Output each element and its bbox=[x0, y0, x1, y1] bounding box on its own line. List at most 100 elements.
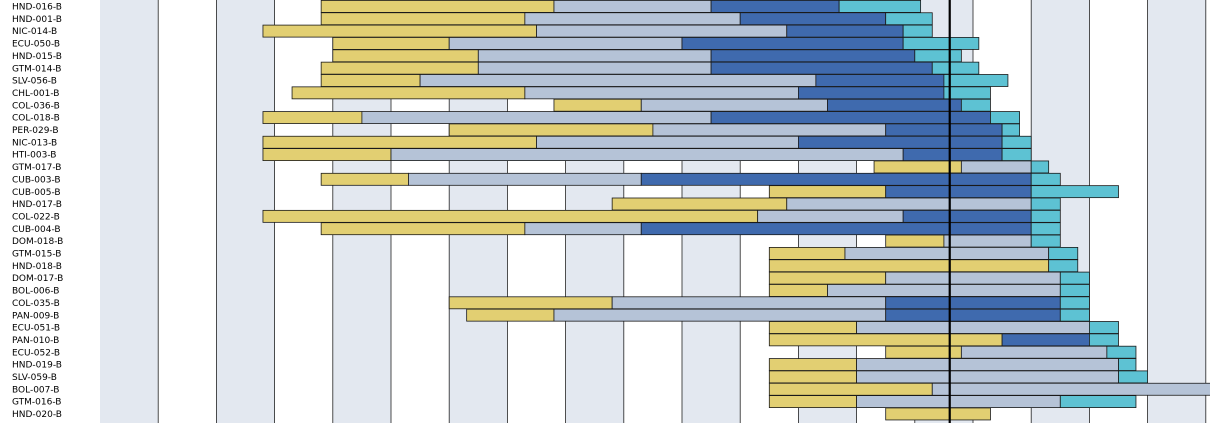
bar-segment-phase-4[interactable] bbox=[1001, 123, 1020, 137]
bar-row[interactable] bbox=[332, 37, 980, 50]
bar-row[interactable] bbox=[320, 12, 933, 26]
bar-segment-phase-4[interactable] bbox=[1030, 185, 1119, 199]
bar-segment-phase-2[interactable] bbox=[361, 111, 712, 124]
bar-segment-phase-4[interactable] bbox=[1030, 197, 1061, 211]
bar-row[interactable] bbox=[768, 284, 1090, 297]
bar-segment-phase-2[interactable] bbox=[553, 0, 712, 13]
bar-segment-phase-1[interactable] bbox=[320, 61, 479, 75]
bar-row[interactable] bbox=[291, 86, 991, 100]
bar-segment-phase-2[interactable] bbox=[960, 345, 1108, 359]
bar-row[interactable] bbox=[873, 160, 1050, 174]
bar-segment-phase-2[interactable] bbox=[640, 98, 828, 112]
bar-segment-phase-4[interactable] bbox=[1001, 135, 1032, 149]
bar-segment-phase-2[interactable] bbox=[885, 271, 1061, 285]
bar-segment-phase-3[interactable] bbox=[885, 185, 1032, 199]
bar-row[interactable] bbox=[553, 98, 991, 112]
bar-segment-phase-1[interactable] bbox=[873, 160, 962, 174]
bar-segment-phase-2[interactable] bbox=[757, 209, 904, 223]
bar-segment-phase-4[interactable] bbox=[1059, 296, 1090, 310]
bar-segment-phase-2[interactable] bbox=[390, 148, 904, 162]
bar-row[interactable] bbox=[320, 222, 1061, 236]
bar-segment-phase-1[interactable] bbox=[448, 296, 613, 310]
bar-segment-phase-2[interactable] bbox=[943, 234, 1032, 248]
bar-segment-phase-1[interactable] bbox=[320, 12, 526, 26]
bar-segment-phase-1[interactable] bbox=[448, 123, 654, 137]
bar-segment-phase-1[interactable] bbox=[291, 86, 526, 100]
bar-row[interactable] bbox=[262, 111, 1020, 124]
bar-segment-phase-1[interactable] bbox=[262, 24, 537, 38]
bar-row[interactable] bbox=[320, 74, 1009, 87]
bar-segment-phase-2[interactable] bbox=[827, 284, 1061, 297]
bar-segment-phase-4[interactable] bbox=[1059, 308, 1090, 322]
bar-segment-phase-3[interactable] bbox=[902, 209, 1032, 223]
bar-segment-phase-2[interactable] bbox=[611, 296, 887, 310]
bar-segment-phase-2[interactable] bbox=[477, 49, 712, 63]
bar-segment-phase-4[interactable] bbox=[1030, 209, 1061, 223]
bar-segment-phase-4[interactable] bbox=[838, 0, 922, 13]
bar-segment-phase-3[interactable] bbox=[885, 123, 1003, 137]
bar-segment-phase-4[interactable] bbox=[943, 74, 1009, 87]
bar-row[interactable] bbox=[448, 123, 1020, 137]
bar-segment-phase-2[interactable] bbox=[477, 61, 712, 75]
bar-row[interactable] bbox=[768, 370, 1149, 384]
bar-segment-phase-2[interactable] bbox=[524, 12, 741, 26]
bar-segment-phase-2[interactable] bbox=[960, 160, 1032, 174]
bar-segment-phase-1[interactable] bbox=[768, 185, 887, 199]
bar-segment-phase-3[interactable] bbox=[798, 135, 1003, 149]
bar-segment-phase-3[interactable] bbox=[710, 49, 916, 63]
bar-segment-phase-4[interactable] bbox=[1059, 284, 1090, 297]
bar-segment-phase-4[interactable] bbox=[1059, 395, 1137, 409]
bar-segment-phase-4[interactable] bbox=[1030, 160, 1050, 174]
bar-row[interactable] bbox=[768, 185, 1119, 199]
bar-segment-phase-4[interactable] bbox=[1118, 370, 1149, 384]
bar-segment-phase-1[interactable] bbox=[262, 148, 392, 162]
bar-segment-phase-1[interactable] bbox=[320, 74, 421, 87]
bar-row[interactable] bbox=[332, 49, 962, 63]
bar-segment-phase-4[interactable] bbox=[1048, 259, 1079, 273]
bar-segment-phase-2[interactable] bbox=[408, 172, 642, 186]
bar-segment-phase-2[interactable] bbox=[524, 222, 642, 236]
bar-row[interactable] bbox=[611, 197, 1061, 211]
bar-segment-phase-2[interactable] bbox=[553, 308, 887, 322]
bar-segment-phase-4[interactable] bbox=[990, 111, 1020, 124]
bar-segment-phase-1[interactable] bbox=[768, 271, 887, 285]
bar-segment-phase-4[interactable] bbox=[1089, 333, 1119, 347]
bar-segment-phase-3[interactable] bbox=[710, 0, 840, 13]
bar-row[interactable] bbox=[885, 345, 1137, 359]
bar-segment-phase-4[interactable] bbox=[902, 37, 980, 50]
bar-segment-phase-4[interactable] bbox=[1030, 222, 1061, 236]
bar-segment-phase-1[interactable] bbox=[885, 234, 945, 248]
bar-segment-phase-4[interactable] bbox=[960, 98, 991, 112]
bar-segment-phase-1[interactable] bbox=[768, 246, 846, 260]
bar-row[interactable] bbox=[466, 308, 1090, 322]
bar-segment-phase-1[interactable] bbox=[768, 259, 1050, 273]
bar-segment-phase-4[interactable] bbox=[1059, 271, 1090, 285]
bar-segment-phase-1[interactable] bbox=[466, 308, 555, 322]
bar-row[interactable] bbox=[768, 333, 1119, 347]
bar-segment-phase-2[interactable] bbox=[536, 135, 799, 149]
bar-segment-phase-1[interactable] bbox=[768, 284, 828, 297]
bar-row[interactable] bbox=[885, 234, 1061, 248]
bar-segment-phase-2[interactable] bbox=[856, 395, 1061, 409]
bar-segment-phase-4[interactable] bbox=[914, 49, 962, 63]
bar-row[interactable] bbox=[320, 61, 980, 75]
bar-segment-phase-2[interactable] bbox=[448, 37, 683, 50]
bar-segment-phase-1[interactable] bbox=[768, 370, 857, 384]
bar-segment-phase-1[interactable] bbox=[768, 333, 1003, 347]
bar-segment-phase-4[interactable] bbox=[1030, 234, 1061, 248]
bar-segment-phase-3[interactable] bbox=[640, 222, 1032, 236]
bar-segment-phase-4[interactable] bbox=[1001, 148, 1032, 162]
bar-segment-phase-3[interactable] bbox=[710, 61, 933, 75]
bar-segment-phase-3[interactable] bbox=[1001, 333, 1090, 347]
bar-segment-phase-2[interactable] bbox=[856, 321, 1090, 334]
bar-segment-phase-1[interactable] bbox=[320, 172, 409, 186]
bar-segment-phase-4[interactable] bbox=[1118, 358, 1137, 371]
bar-segment-phase-3[interactable] bbox=[815, 74, 945, 87]
bar-segment-phase-1[interactable] bbox=[332, 49, 479, 63]
bar-segment-phase-1[interactable] bbox=[320, 0, 555, 13]
bar-segment-phase-1[interactable] bbox=[262, 209, 759, 223]
bar-segment-phase-3[interactable] bbox=[798, 86, 945, 100]
bar-segment-phase-3[interactable] bbox=[827, 98, 962, 112]
bar-segment-phase-4[interactable] bbox=[1030, 172, 1061, 186]
bar-segment-phase-1[interactable] bbox=[768, 395, 857, 409]
